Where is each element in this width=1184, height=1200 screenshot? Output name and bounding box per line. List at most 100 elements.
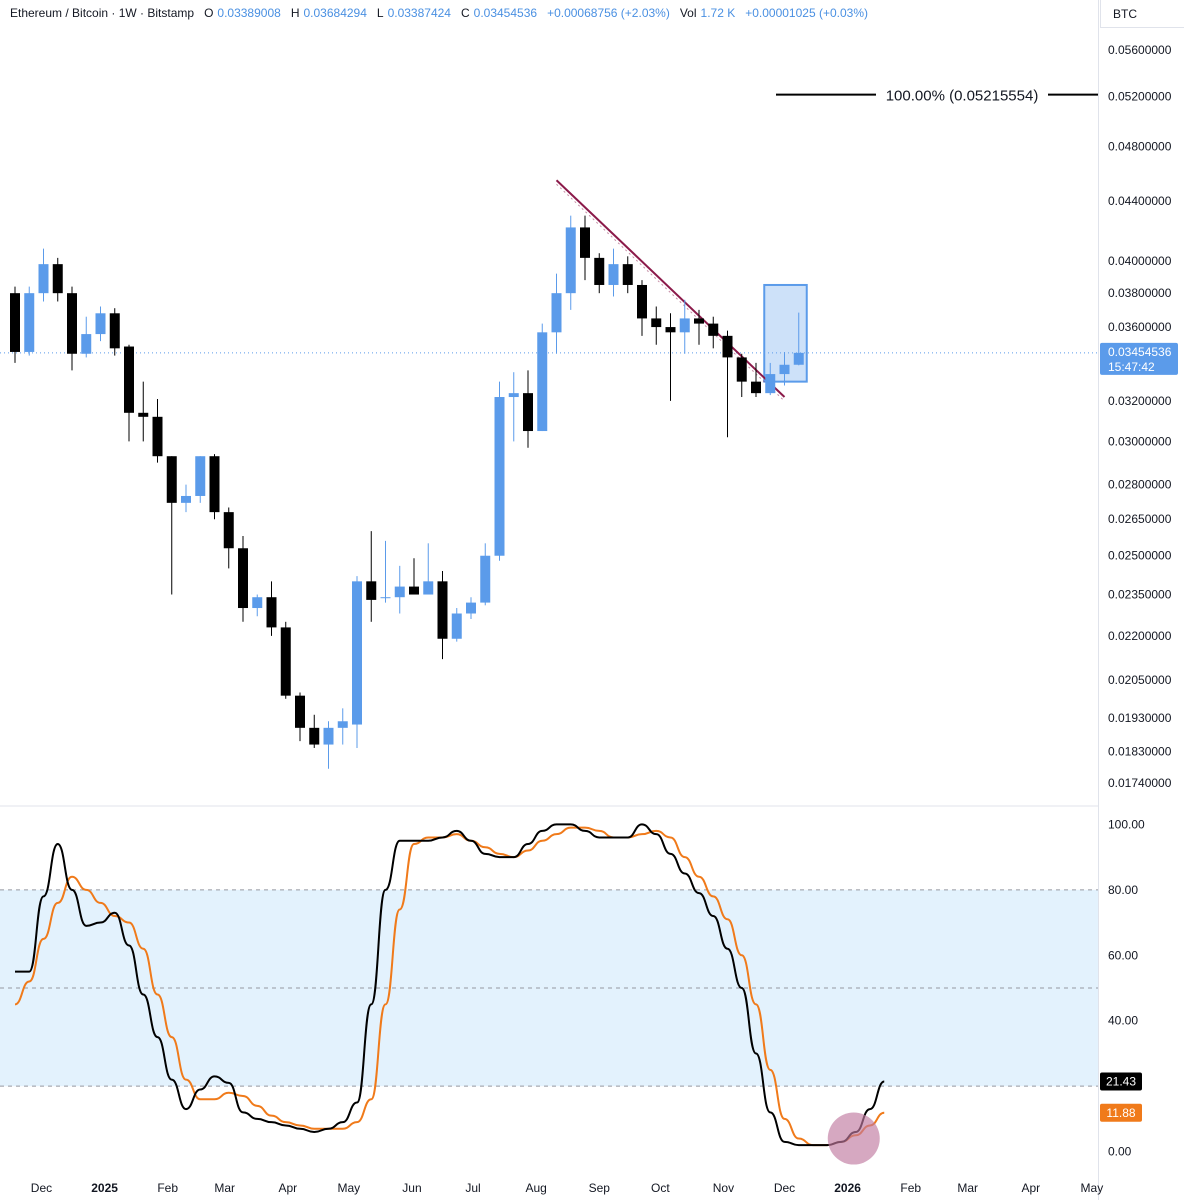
candle-body (551, 293, 562, 333)
candle-body (24, 293, 35, 352)
candle (24, 286, 35, 356)
symbol-title: Ethereum / Bitcoin · 1W · Bitstamp (10, 6, 195, 20)
candle-body (38, 264, 49, 294)
candle-body (52, 264, 63, 294)
candle (409, 558, 419, 595)
candle (152, 398, 163, 463)
price-tick-label: 0.03200000 (1108, 394, 1172, 408)
candle (466, 597, 476, 620)
stoch-tick-label: 100.00 (1108, 817, 1145, 831)
time-tick-label: 2026 (834, 1181, 861, 1195)
candle-body (694, 318, 704, 324)
candle (380, 540, 391, 603)
chart-legend: Ethereum / Bitcoin · 1W · Bitstamp O 0.0… (10, 4, 868, 22)
price-tick-label: 0.03600000 (1108, 320, 1172, 334)
time-tick-label: Apr (278, 1181, 297, 1195)
candle-countdown: 15:47:42 (1108, 360, 1155, 374)
candle-body (679, 318, 690, 333)
candle (366, 531, 377, 622)
time-tick-label: Feb (157, 1181, 178, 1195)
price-tick-label: 0.05200000 (1108, 89, 1172, 103)
time-tick-label: Jul (465, 1181, 480, 1195)
candle (309, 714, 320, 748)
candle-body (508, 393, 519, 398)
candle (480, 543, 491, 606)
stoch-tick-label: 60.00 (1108, 948, 1138, 962)
candle (394, 565, 405, 614)
price-tick-label: 0.03800000 (1108, 286, 1172, 300)
candle (10, 286, 20, 363)
candle-body (223, 512, 234, 549)
stoch-layer (14, 823, 885, 1165)
candle-body (779, 364, 790, 375)
high-value: 0.03684294 (303, 6, 367, 20)
price-tick-label: 0.05600000 (1108, 43, 1172, 57)
time-tick-label: Mar (957, 1181, 978, 1195)
candle-body (280, 627, 291, 696)
current-price-badge: 0.03454536 15:47:42 (1100, 342, 1178, 375)
candle (252, 594, 263, 617)
time-tick-label: May (1081, 1181, 1104, 1195)
time-tick-label: Dec (31, 1181, 52, 1195)
grid-layer (0, 0, 1099, 1200)
candle (166, 456, 177, 595)
candle-body (195, 456, 206, 496)
candle (81, 316, 92, 358)
candle (138, 381, 149, 442)
candle (736, 353, 747, 398)
stoch-k-badge: 21.43 (1100, 1072, 1142, 1091)
candle (665, 313, 676, 401)
price-tick-label: 0.04000000 (1108, 254, 1172, 268)
candle-body (537, 332, 548, 432)
open-label: O (204, 6, 214, 20)
time-tick-label: May (338, 1181, 361, 1195)
price-tick-label: 0.01740000 (1108, 776, 1172, 790)
stoch-d-value: 11.88 (1106, 1106, 1135, 1120)
candle-body (295, 695, 305, 728)
candle-body (622, 264, 633, 285)
candle-body (337, 721, 348, 728)
volume-change: +0.00001025 (+0.03%) (745, 6, 868, 20)
volume-label: Vol (679, 6, 697, 20)
currency-badge[interactable]: BTC (1100, 0, 1184, 28)
candle-body (751, 381, 761, 394)
candle (694, 309, 704, 345)
candle-body (736, 357, 747, 382)
candle-body (109, 313, 120, 349)
candle-body (765, 374, 776, 394)
price-axis: 0.05600000 0.05200000 0.04800000 0.04400000… (1108, 43, 1172, 790)
stoch-axis: 100.00 80.00 60.00 40.00 0.00 (1108, 817, 1145, 1158)
candle-body (466, 602, 476, 614)
candle-body (608, 264, 619, 285)
close-label: C (460, 6, 470, 20)
price-tick-label: 0.01830000 (1108, 744, 1172, 758)
candle (594, 253, 605, 294)
candle (238, 535, 248, 622)
stoch-k-line (15, 823, 885, 1147)
time-tick-label: Apr (1021, 1181, 1040, 1195)
price-tick-label: 0.02500000 (1108, 549, 1172, 563)
candle (523, 370, 533, 448)
price-tick-label: 0.02650000 (1108, 512, 1172, 526)
candle (651, 306, 662, 345)
candle (779, 351, 790, 386)
stoch-tick-label: 80.00 (1108, 883, 1138, 897)
price-tick-label: 0.01930000 (1108, 711, 1172, 725)
candle-body (708, 323, 719, 336)
candle (580, 215, 590, 281)
candle-body (323, 727, 334, 745)
stoch-k-badge-bg (1100, 1072, 1142, 1091)
candle (323, 721, 334, 769)
target-line-label-bg (876, 83, 1048, 106)
candle (679, 299, 690, 354)
price-tick-label: 0.03000000 (1108, 434, 1172, 448)
time-tick-label: Feb (900, 1181, 921, 1195)
time-tick-label: Jun (402, 1181, 421, 1195)
target-box (763, 283, 808, 383)
candle (722, 330, 733, 438)
open-value: 0.03389008 (217, 6, 281, 20)
candle (565, 215, 576, 310)
candle-body (238, 548, 248, 609)
candle-body (722, 335, 733, 358)
